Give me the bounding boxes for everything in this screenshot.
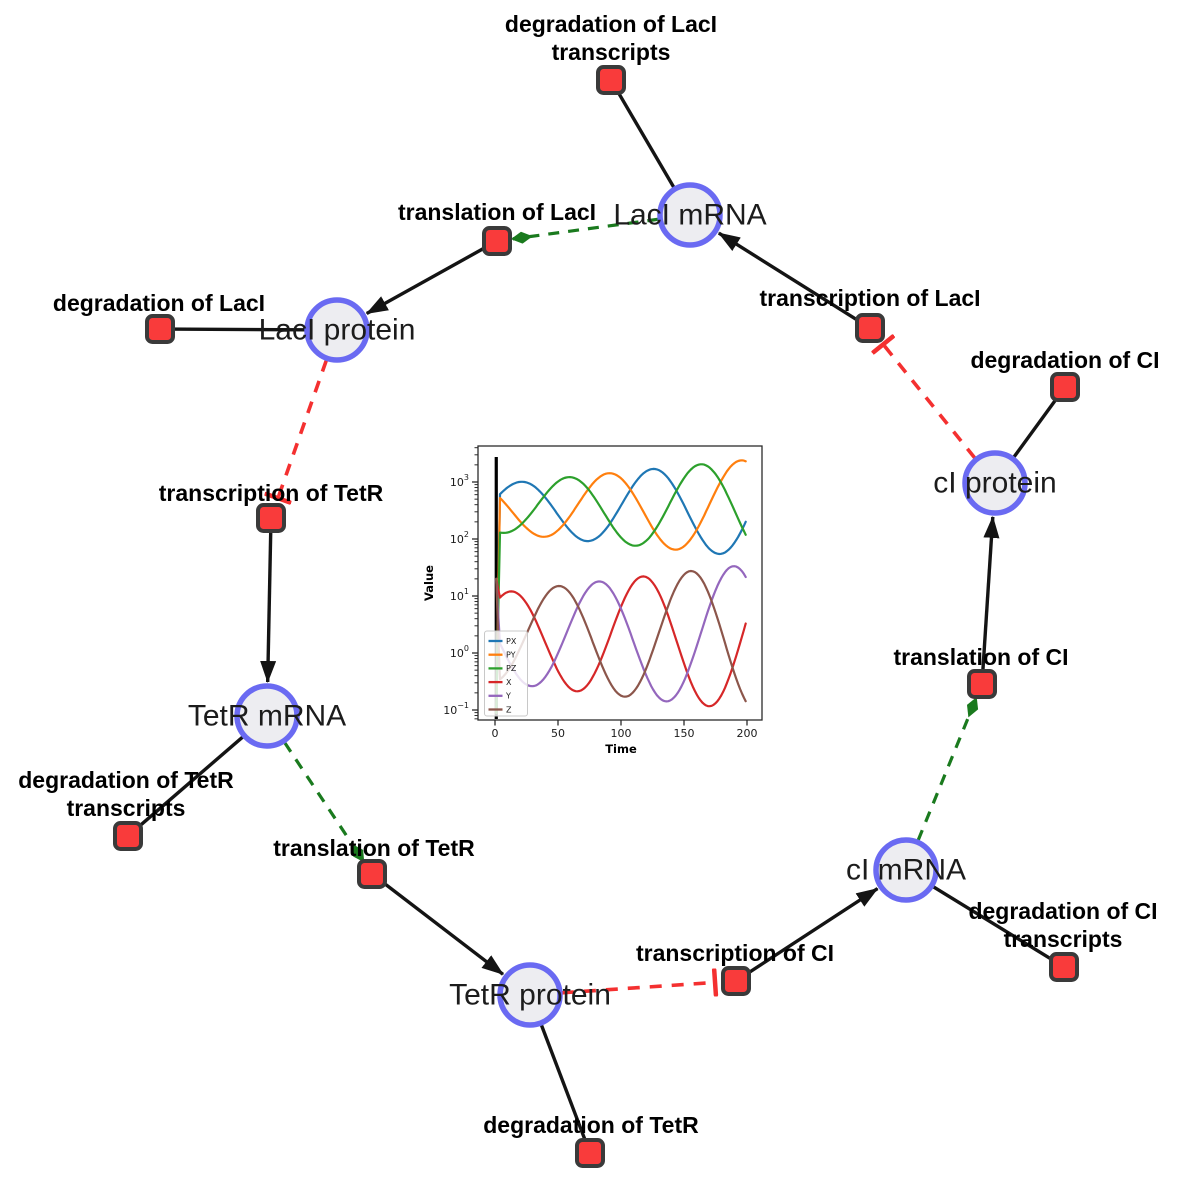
chart-legend-entry-z: Z	[506, 705, 512, 714]
reaction-label-transcription-tetr: transcription of TetR	[159, 480, 384, 506]
chart-y-tick-1e3: 103	[450, 473, 469, 489]
inhibition-edge-ci-protein-to-transcription-laci	[883, 344, 977, 460]
chart-x-tick-0: 0	[492, 727, 499, 740]
reaction-label-degradation-tetr: degradation of TetR	[483, 1112, 699, 1138]
species-label-ci-mrna: cI mRNA	[846, 854, 966, 887]
reaction-label-degradation-laci-transcripts: degradation of LacI	[505, 11, 717, 37]
chart-x-axis-label: Time	[605, 742, 637, 756]
modifier-edge-ci-mrna-to-translation-ci	[916, 696, 979, 841]
reaction-label-degradation-ci: degradation of CI	[970, 347, 1159, 373]
reaction-label-degradation-laci: degradation of LacI	[53, 290, 265, 316]
reaction-node-translation-tetr[interactable]	[357, 859, 387, 889]
species-node-ci-protein[interactable]	[962, 450, 1028, 516]
chart-series-py	[495, 459, 747, 714]
chart-series-pz	[495, 463, 747, 714]
species-node-laci-protein[interactable]	[304, 297, 370, 363]
reactant-edge-laci-protein-to-degradation-laci	[165, 327, 306, 332]
product-edge-transcription-tetr-to-tetr-mrna	[260, 523, 277, 684]
reaction-node-degradation-laci[interactable]	[145, 314, 175, 344]
chart-y-tick-1e2: 102	[450, 530, 469, 546]
reaction-label-translation-laci: translation of LacI	[398, 199, 596, 225]
reaction-node-degradation-laci-transcripts[interactable]	[596, 65, 626, 95]
chart-x-tick-200: 200	[737, 727, 758, 740]
species-label-laci-protein: LacI protein	[259, 314, 416, 347]
species-label-ci-protein: cI protein	[933, 467, 1056, 500]
modifier-edge-tetr-mrna-to-translation-tetr	[283, 741, 365, 863]
modifier-edge-laci-mrna-to-translation-laci	[510, 217, 659, 244]
species-label-tetr-mrna: TetR mRNA	[188, 700, 346, 733]
reaction-label-degradation-ci-transcripts-line2: transcripts	[1004, 926, 1123, 952]
product-edge-translation-ci-to-ci-protein	[980, 515, 1000, 679]
reaction-label-degradation-tetr-transcripts-line2: transcripts	[67, 795, 186, 821]
reaction-node-transcription-ci[interactable]	[721, 966, 751, 996]
chart-x-tick-100: 100	[611, 727, 632, 740]
product-edge-transcription-laci-to-laci-mrna	[717, 231, 866, 327]
product-edge-translation-tetr-to-tetr-protein	[375, 876, 505, 976]
chart-legend-entry-x: X	[506, 678, 512, 687]
reactant-edge-ci-mrna-to-degradation-ci-transcripts	[932, 885, 1060, 966]
reaction-label-degradation-laci-transcripts-line2: transcripts	[552, 39, 671, 65]
reaction-node-degradation-ci-transcripts[interactable]	[1049, 952, 1079, 982]
label-layer: LacI mRNA LacI protein cI protein TetR mRNA…	[18, 11, 1159, 1138]
reactant-edge-tetr-mrna-to-degradation-tetr-transcripts	[131, 735, 244, 834]
reaction-node-layer	[113, 65, 1080, 1168]
reaction-label-translation-tetr: translation of TetR	[273, 835, 475, 861]
chart-y-tick-1e-1: 10−1	[443, 701, 469, 717]
reaction-label-degradation-ci-transcripts: degradation of CI	[968, 898, 1157, 924]
inset-time-course-chart: 0 50 100 150 20010−1100101102103TimeValuePXP…	[422, 445, 763, 756]
reaction-node-transcription-laci[interactable]	[855, 313, 885, 343]
chart-series-px	[495, 467, 747, 714]
edge-layer	[131, 84, 1063, 1148]
chart-legend-entry-px: PX	[506, 637, 517, 646]
reactant-edge-tetr-protein-to-degradation-tetr	[539, 1024, 590, 1148]
reaction-label-transcription-ci: transcription of CI	[636, 940, 834, 966]
chart-legend-entry-pz: PZ	[506, 664, 517, 673]
chart-series-y	[495, 565, 747, 703]
product-edge-transcription-ci-to-ci-mrna	[740, 887, 879, 980]
reaction-node-degradation-tetr-transcripts[interactable]	[113, 821, 143, 851]
reaction-node-translation-laci[interactable]	[482, 226, 512, 256]
species-node-tetr-mrna[interactable]	[234, 683, 300, 749]
reactant-edge-laci-mrna-to-degradation-laci-transcripts	[612, 84, 676, 189]
chart-x-tick-50: 50	[551, 727, 565, 740]
chart-legend-entry-y: Y	[505, 692, 511, 701]
species-label-tetr-protein: TetR protein	[449, 979, 611, 1012]
chart-legend-entry-py: PY	[506, 651, 516, 660]
chart-legend: PX PY PZ XYZ	[484, 630, 528, 717]
inhibition-edge-tetr-protein-to-transcription-ci	[561, 982, 715, 992]
species-node-ci-mrna[interactable]	[873, 837, 939, 903]
reaction-node-degradation-tetr[interactable]	[575, 1138, 605, 1168]
chart-y-tick-1e1: 101	[450, 587, 469, 603]
species-label-laci-mrna: LacI mRNA	[613, 199, 766, 232]
reaction-node-degradation-ci[interactable]	[1050, 372, 1080, 402]
reaction-label-translation-ci: translation of CI	[893, 644, 1068, 670]
chart-y-axis-label: Value	[422, 565, 436, 601]
species-node-tetr-protein[interactable]	[497, 962, 563, 1028]
reaction-node-transcription-tetr[interactable]	[256, 503, 286, 533]
reaction-label-transcription-laci: transcription of LacI	[759, 285, 980, 311]
species-node-laci-mrna[interactable]	[657, 182, 723, 248]
chart-y-tick-1e0: 100	[450, 644, 469, 660]
inhibition-edge-laci-protein-to-transcription-tetr	[278, 359, 329, 498]
chart-series-z	[495, 569, 747, 703]
reaction-node-translation-ci[interactable]	[967, 669, 997, 699]
species-node-layer	[234, 182, 1028, 1028]
reaction-label-degradation-tetr-transcripts: degradation of TetR	[18, 767, 234, 793]
reactant-edge-ci-protein-to-degradation-ci	[1012, 390, 1063, 459]
chart-x-tick-150: 150	[674, 727, 695, 740]
product-edge-translation-laci-to-laci-protein	[365, 242, 493, 315]
